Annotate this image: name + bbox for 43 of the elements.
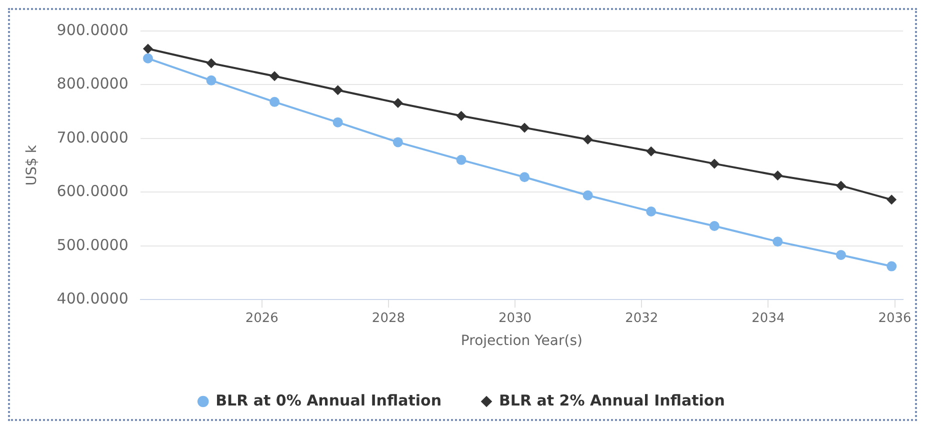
point <box>142 53 153 64</box>
x-tick-label: 2030 <box>498 310 532 326</box>
legend-label: BLR at 2% Annual Inflation <box>499 391 725 410</box>
point <box>646 206 656 216</box>
y-tick-label: 600.0000 <box>56 182 128 200</box>
point <box>456 154 466 165</box>
y-tick-label: 800.0000 <box>56 74 128 93</box>
point <box>332 85 343 96</box>
point <box>520 122 530 133</box>
y-tick-label: 900.0000 <box>56 20 128 39</box>
point <box>270 71 280 82</box>
point <box>772 170 783 181</box>
x-tick-label: 2028 <box>372 310 406 326</box>
point <box>206 58 216 68</box>
point <box>886 194 897 205</box>
point <box>332 117 343 128</box>
x-tick-label: 2036 <box>878 310 912 326</box>
point <box>456 110 466 121</box>
y-axis-title: US$ k <box>24 144 40 186</box>
y-tick-label: 400.0000 <box>56 289 128 308</box>
x-tick-label: 2034 <box>752 310 785 326</box>
point <box>709 158 720 169</box>
point <box>142 44 153 54</box>
point <box>709 221 720 232</box>
page-frame: Projection Year(s) US$ k BLR at 0% Annual Inflation BLR at 2% Annual Inflation 2026 2028 2030 2032 2034 2036 400.0000 500.0000 600.0000 700.0000 800.0000 900.0000 <box>8 8 917 421</box>
legend-label: BLR at 0% Annual Inflation <box>216 391 442 410</box>
point <box>836 250 846 260</box>
x-tick-label: 2026 <box>245 310 278 326</box>
point <box>582 134 593 145</box>
point <box>582 190 593 200</box>
y-tick-label: 500.0000 <box>56 236 128 254</box>
point <box>392 137 403 148</box>
y-tick-label: 700.0000 <box>56 128 128 146</box>
point <box>270 96 280 107</box>
point <box>392 98 403 108</box>
point <box>206 75 216 86</box>
x-tick-label: 2032 <box>625 310 658 326</box>
point <box>646 146 656 156</box>
point <box>886 261 897 272</box>
point <box>772 236 783 247</box>
point <box>836 180 846 191</box>
point <box>520 172 530 182</box>
x-axis-title: Projection Year(s) <box>460 333 582 350</box>
